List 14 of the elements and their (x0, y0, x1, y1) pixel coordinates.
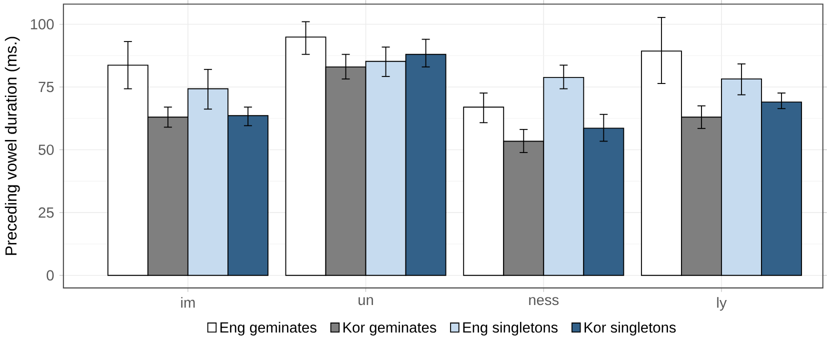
x-tick-label: ly (717, 297, 727, 311)
y-tick-label: 50 (38, 144, 54, 155)
x-tick-label: ness (529, 297, 559, 306)
legend-label: Kor singletons (584, 322, 676, 336)
legend-label: Eng geminates (220, 322, 316, 336)
y-tick-label: 100 (30, 19, 54, 30)
x-tick-label: un (358, 297, 373, 306)
y-axis-title: Preceding vowel duration (ms.) (4, 36, 20, 255)
legend-label: Kor geminates (343, 322, 436, 336)
y-tick-label: 75 (38, 82, 54, 92)
legend-label: Eng singletons (463, 322, 558, 336)
x-tick-label: im (181, 297, 195, 308)
y-tick-label: 0 (46, 270, 54, 281)
y-tick-label: 25 (38, 207, 54, 218)
